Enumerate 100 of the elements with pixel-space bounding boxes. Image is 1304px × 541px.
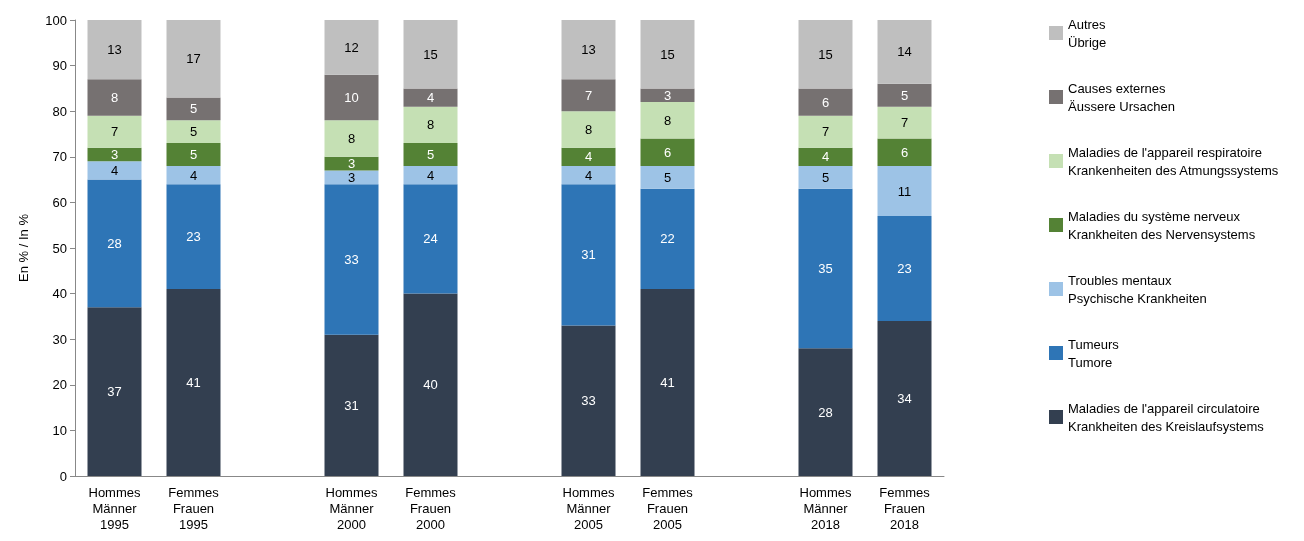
data-label: 3 [347, 169, 356, 185]
data-label: 5 [663, 169, 672, 185]
bar [877, 320, 932, 476]
bar [403, 293, 458, 476]
data-label: 5 [189, 147, 198, 163]
bar [166, 120, 221, 144]
data-label: 37 [107, 384, 122, 400]
data-label: 15 [660, 46, 675, 62]
bar [87, 20, 142, 80]
bar [324, 170, 379, 185]
legend-label: Maladies du système nerveux Krankheiten des Nervensystems [1068, 208, 1256, 242]
x-tick-label: Hommes Männer 1995 [88, 484, 141, 532]
data-label: 5 [189, 101, 198, 117]
bar [403, 20, 458, 89]
x-tick-label: Femmes Frauen 2000 [405, 484, 457, 532]
data-label: 13 [581, 42, 596, 58]
bar [798, 188, 853, 349]
bar [640, 88, 695, 103]
bar [324, 334, 379, 476]
data-label: 6 [663, 144, 672, 160]
bar [877, 138, 932, 166]
bar [166, 289, 221, 476]
x-tick-label: Femmes Frauen 1995 [168, 484, 220, 532]
y-tick-label: 0 [59, 468, 67, 484]
y-tick-label: 10 [52, 422, 67, 438]
data-label: 22 [660, 231, 675, 247]
data-label: 7 [821, 124, 830, 140]
bar [561, 147, 616, 166]
y-tick-label: 90 [52, 58, 67, 74]
bar [798, 165, 853, 189]
data-label: 15 [423, 46, 438, 62]
data-label: 7 [900, 115, 909, 131]
data-label: 28 [107, 235, 122, 251]
data-label: 5 [821, 169, 830, 185]
data-label: 24 [423, 231, 438, 247]
data-label: 40 [423, 377, 438, 393]
data-label: 4 [189, 167, 198, 183]
legend-label: Troubles mentaux Psychische Krankheiten [1068, 272, 1207, 306]
data-label: 7 [584, 87, 593, 103]
data-label: 8 [110, 90, 119, 106]
bar [87, 115, 142, 148]
bar [561, 165, 616, 185]
bar [403, 88, 458, 107]
bar [87, 161, 142, 180]
legend-label: Maladies de l'appareil circulatoire Krankheiten des Kreislaufsystems [1068, 400, 1265, 434]
x-tick-label: Hommes Männer 2018 [799, 484, 852, 532]
data-label: 8 [347, 131, 356, 147]
y-tick-label: 60 [52, 194, 67, 210]
bar [798, 348, 853, 476]
y-tick-label: 100 [45, 12, 67, 28]
data-label: 15 [818, 46, 833, 62]
data-label: 28 [818, 404, 833, 420]
y-tick-label: 30 [52, 331, 67, 347]
y-tick-label: 70 [52, 149, 67, 165]
x-tick-label: Femmes Frauen 2018 [879, 484, 931, 532]
bar [640, 102, 695, 139]
bar [166, 165, 221, 185]
data-label: 5 [426, 147, 435, 163]
data-label: 8 [584, 121, 593, 137]
data-label: 4 [584, 149, 593, 165]
data-label: 13 [107, 42, 122, 58]
data-label: 11 [897, 183, 912, 199]
data-label: 14 [897, 44, 912, 60]
data-label: 41 [186, 375, 201, 391]
bar [561, 79, 616, 112]
legend-label: Maladies de l'appareil respiratoire Krankenheiten des Atmungssystems [1068, 144, 1279, 178]
y-tick-label: 40 [52, 286, 67, 302]
bar [87, 179, 142, 308]
y-tick-label: 50 [52, 240, 67, 256]
bar [561, 184, 616, 326]
bar [166, 184, 221, 290]
bar [798, 20, 853, 89]
data-label: 4 [426, 167, 435, 183]
bar [87, 307, 142, 476]
bar [798, 115, 853, 148]
x-tick-label: Hommes Männer 2000 [325, 484, 378, 532]
legend-label: Autres Übrige [1068, 16, 1107, 50]
data-label: 6 [821, 94, 830, 110]
data-label: 3 [347, 156, 356, 172]
bar [640, 138, 695, 166]
bar [798, 88, 853, 116]
y-tick-label: 20 [52, 377, 67, 393]
bar [640, 165, 695, 189]
legend-label: Causes externes Äussere Ursachen [1068, 80, 1175, 114]
bar [403, 143, 458, 166]
data-label: 33 [344, 251, 359, 267]
bar [166, 143, 221, 166]
data-label: 4 [110, 162, 119, 178]
data-label: 10 [344, 90, 359, 106]
x-tick-label: Femmes Frauen 2005 [642, 484, 694, 532]
data-label: 5 [900, 87, 909, 103]
data-label: 5 [189, 124, 198, 140]
data-label: 8 [663, 112, 672, 128]
bar [561, 20, 616, 80]
data-label: 12 [344, 39, 359, 55]
bar [166, 97, 221, 121]
bar [561, 111, 616, 148]
data-label: 35 [818, 261, 833, 277]
bar [324, 184, 379, 335]
data-label: 4 [426, 90, 435, 106]
